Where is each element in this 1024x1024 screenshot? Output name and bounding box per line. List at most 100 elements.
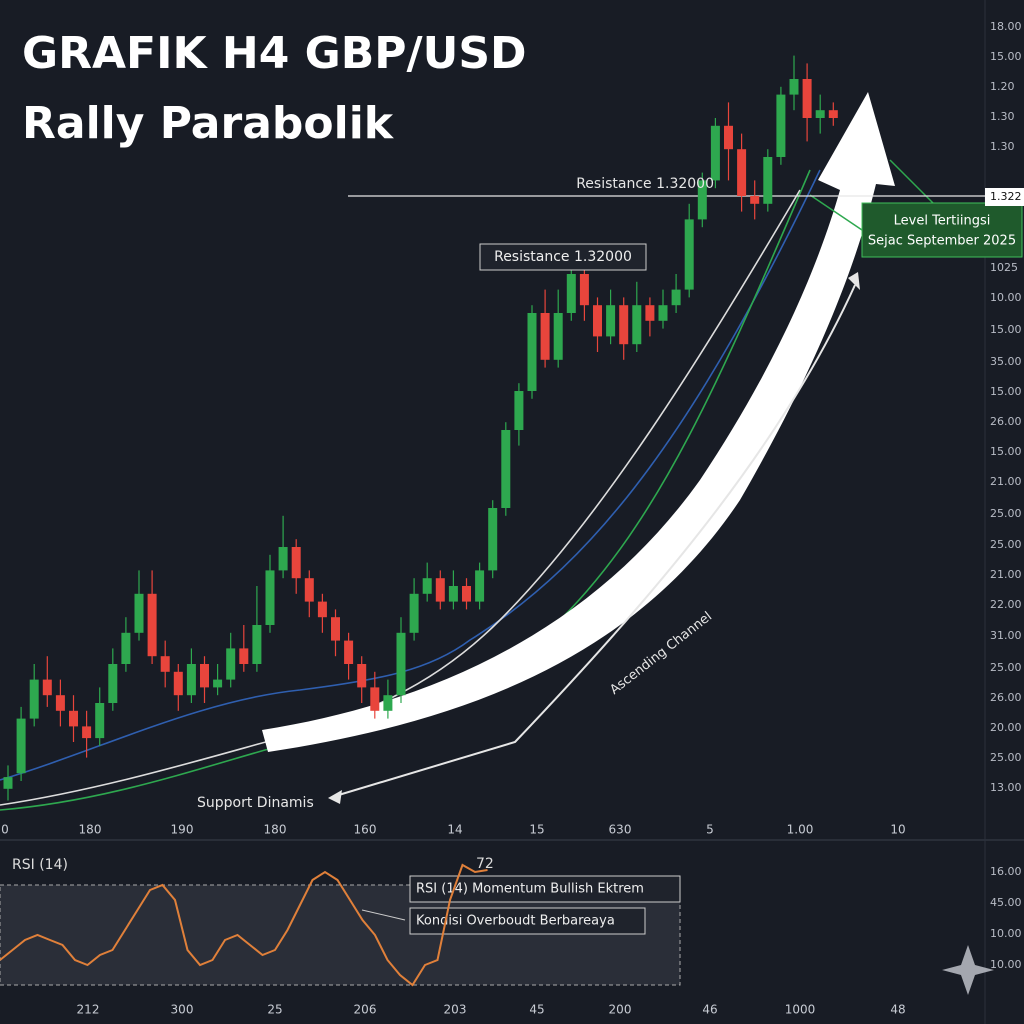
candle-body — [186, 664, 196, 696]
candle-body — [69, 710, 78, 727]
subtitle: Rally Parabolik — [22, 98, 395, 149]
rsi-box — [409, 875, 681, 903]
y-tick-label: 26.00 — [990, 691, 1022, 704]
resistance-label: Resistance 1.32000 — [576, 176, 714, 192]
candle-body — [304, 578, 314, 602]
x-tick-label: 15 — [529, 823, 544, 837]
support-arrowhead — [328, 790, 342, 804]
rsi-x-label: 203 — [444, 1003, 467, 1017]
x-tick-label: 1.00 — [787, 823, 814, 837]
callout-line — [809, 194, 863, 231]
support-label: Support Dinamis — [197, 795, 314, 811]
x-tick-label: 180 — [264, 823, 287, 837]
candle-body — [593, 305, 602, 337]
candle-body — [553, 313, 563, 360]
rsi-x-label: 45 — [529, 1003, 544, 1017]
trend-arrow — [262, 92, 895, 752]
candle-body — [42, 679, 52, 696]
candle-body — [776, 94, 786, 157]
y-tick-label: 31.00 — [990, 629, 1022, 642]
resistance-box — [479, 243, 647, 271]
x-tick-label: 190 — [171, 823, 194, 837]
x-tick-label: 14 — [447, 823, 462, 837]
candle-body — [684, 219, 694, 290]
rsi-x-label: 212 — [77, 1003, 100, 1017]
high-box — [861, 202, 1023, 258]
y-tick-label: 25.00 — [990, 538, 1022, 551]
candle-body — [763, 157, 773, 204]
rsi-box — [409, 907, 646, 935]
y-tick-label: 21.00 — [990, 475, 1022, 488]
y-tick-label: 25.00 — [990, 507, 1022, 520]
rsi-x-label: 206 — [354, 1003, 377, 1017]
rsi-axis-label: 16.00 — [990, 865, 1022, 878]
rsi-pointer — [361, 909, 406, 921]
candle-body — [448, 586, 458, 602]
x-tick-label: 5 — [706, 823, 714, 837]
candle-body — [724, 125, 733, 150]
y-tick-label: 26.00 — [990, 415, 1022, 428]
rsi-x-label: 200 — [609, 1003, 632, 1017]
rsi-axis-label: 10.00 — [990, 927, 1022, 940]
candle-body — [475, 570, 485, 602]
candle-body — [645, 305, 655, 321]
sparkle-icon — [942, 945, 994, 995]
x-tick-label: 160 — [354, 823, 377, 837]
candle-body — [226, 648, 236, 680]
high-box-line2: Sejac September 2025 — [868, 234, 1016, 249]
candle-body — [409, 593, 419, 633]
rsi-line — [0, 863, 488, 987]
rsi-x-label: 48 — [890, 1003, 905, 1017]
candle-body — [658, 305, 668, 321]
y-tick-label: 21.00 — [990, 568, 1022, 581]
y-tick-label: 20.00 — [990, 721, 1022, 734]
rsi-box-line1: RSI (14) Momentum Bullish Ektrem — [416, 882, 644, 897]
candle-body — [344, 640, 354, 664]
candle-body — [383, 695, 393, 711]
marks — [3, 55, 985, 801]
price-tag — [985, 188, 1024, 206]
candle-body — [252, 625, 262, 664]
candle-body — [527, 313, 537, 391]
title: GRAFIK H4 GBP/USD — [22, 28, 527, 79]
candle-body — [3, 777, 13, 789]
y-tick-label: 18.00 — [990, 20, 1022, 33]
candle-body — [737, 149, 747, 196]
candle-body — [488, 508, 498, 571]
y-tick-label: 25.00 — [990, 751, 1022, 764]
candle-body — [95, 703, 105, 739]
y-tick-label: 25.00 — [990, 661, 1022, 674]
rsi-axis-label: 10.00 — [990, 958, 1022, 971]
candle-body — [147, 593, 157, 657]
candle-body — [710, 125, 720, 181]
candle-body — [697, 180, 707, 220]
candle-body — [789, 79, 799, 95]
candle-body — [619, 305, 629, 345]
candle-body — [540, 313, 550, 360]
x-tick-label: 0 — [1, 823, 9, 837]
resistance-box-label: Resistance 1.32000 — [494, 249, 632, 265]
candle-body — [566, 274, 576, 313]
candle-body — [29, 679, 39, 719]
y-tick-label: 13.00 — [990, 781, 1022, 794]
candle-body — [435, 578, 445, 602]
candle-body — [514, 391, 524, 430]
candle-body — [815, 110, 825, 118]
candle-body — [16, 718, 26, 774]
high-box-line1: Level Tertiingsi — [894, 214, 991, 229]
rsi-x-label: 46 — [702, 1003, 717, 1017]
y-tick-label: 1025 — [990, 261, 1018, 274]
y-tick-label: 1.322 — [990, 190, 1022, 203]
candle-body — [55, 695, 65, 711]
y-tick-label: 15.00 — [990, 50, 1022, 63]
rsi-axis-label: 45.00 — [990, 896, 1022, 909]
candle-body — [317, 601, 327, 618]
y-tick-label: 1.20 — [990, 80, 1015, 93]
candle-body — [160, 656, 170, 672]
candle-body — [501, 430, 511, 508]
rsi-x-label: 300 — [171, 1003, 194, 1017]
candle-body — [331, 617, 340, 641]
candle-body — [828, 110, 838, 118]
candle-body — [291, 547, 301, 579]
